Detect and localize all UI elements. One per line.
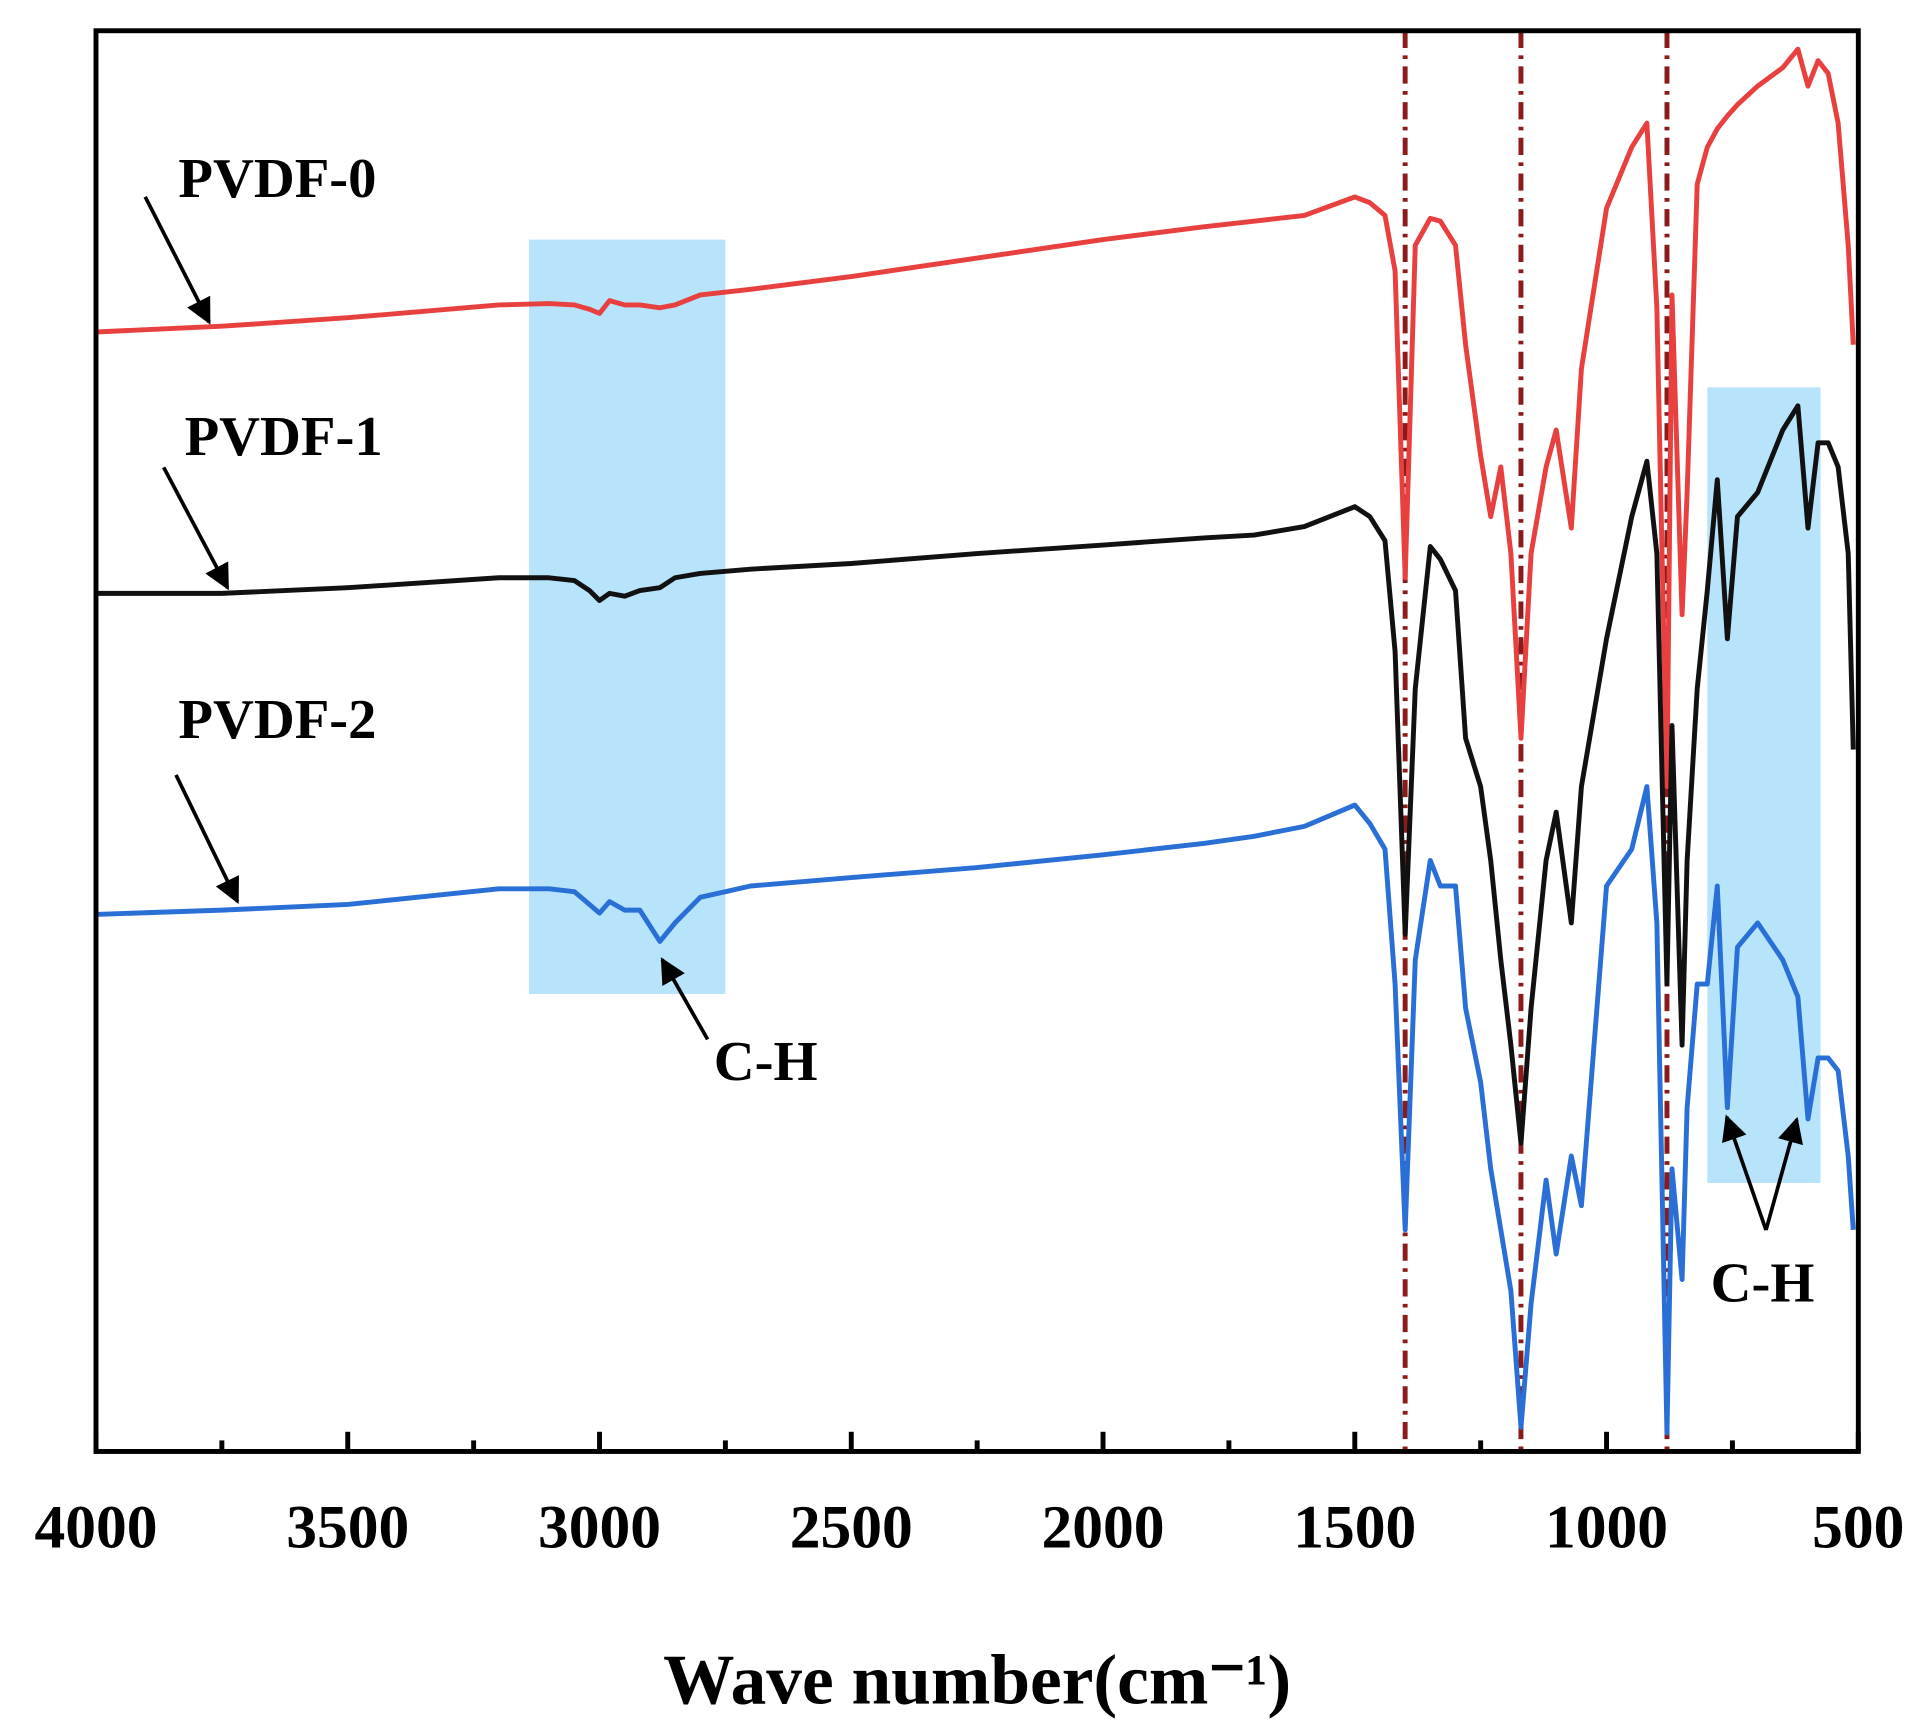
series-label: PVDF-0 xyxy=(178,148,376,210)
x-tick-label: 4000 xyxy=(34,1493,157,1561)
series-line xyxy=(95,46,1856,790)
x-tick-label: 500 xyxy=(1812,1493,1904,1561)
x-tick-label: 3000 xyxy=(538,1493,661,1561)
annotation: C-H xyxy=(1711,1252,1815,1314)
arrow xyxy=(174,774,240,904)
x-tick-label: 1000 xyxy=(1545,1493,1668,1561)
series-line xyxy=(95,784,1856,1436)
x-tick-label: 2000 xyxy=(1042,1493,1165,1561)
arrow xyxy=(1764,1116,1804,1231)
x-axis-label: Wave number(cm⁻¹) xyxy=(663,1641,1291,1720)
series-line xyxy=(95,403,1856,1146)
series-label: PVDF-1 xyxy=(185,406,383,468)
arrow xyxy=(660,957,710,1041)
arrow xyxy=(1722,1114,1768,1231)
x-tick-label: 1500 xyxy=(1293,1493,1416,1561)
series-label: PVDF-2 xyxy=(178,689,376,751)
highlight-region xyxy=(529,239,726,994)
x-tick-label: 2500 xyxy=(790,1493,913,1561)
arrow xyxy=(143,195,211,325)
x-tick-label: 3500 xyxy=(286,1493,409,1561)
arrow xyxy=(162,466,230,591)
annotation: C-H xyxy=(714,1031,818,1093)
